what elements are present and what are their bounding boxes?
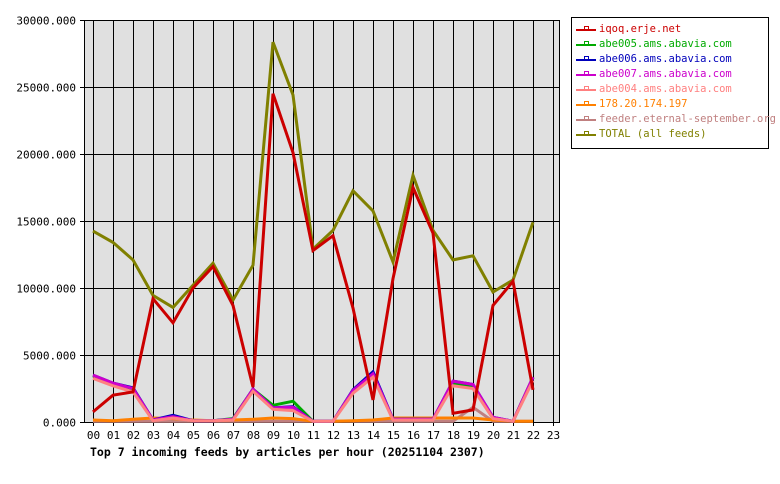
x-tick-label: 22 <box>527 429 540 442</box>
x-tick-label: 18 <box>447 429 460 442</box>
x-tick-label: 20 <box>487 429 500 442</box>
y-tick-label: 20000.000 <box>16 149 76 162</box>
x-tick-label: 08 <box>247 429 260 442</box>
legend-line-marker-icon <box>576 130 596 138</box>
x-tick-label: 00 <box>87 429 100 442</box>
y-tick-label: 10000.000 <box>16 283 76 296</box>
y-tick-label: 30000.000 <box>16 15 76 28</box>
legend-line-marker-icon <box>576 40 596 48</box>
legend-item: abe004.ams.abavia.com <box>576 81 768 96</box>
x-tick-label: 13 <box>347 429 360 442</box>
y-tick-label: 5000.000 <box>23 350 76 363</box>
legend-label: abe004.ams.abavia.com <box>599 82 732 95</box>
series-line <box>92 374 535 423</box>
legend-item: iqoq.erje.net <box>576 21 768 36</box>
x-tick-label: 21 <box>507 429 520 442</box>
chart-title: Top 7 incoming feeds by articles per hou… <box>90 445 485 459</box>
y-tick-label: 0.000 <box>43 417 76 430</box>
legend-item: TOTAL (all feeds) <box>576 126 768 141</box>
legend-label: 178.20.174.197 <box>599 97 688 110</box>
legend-item: feeder.eternal-september.org <box>576 111 776 126</box>
x-tick-label: 16 <box>407 429 420 442</box>
legend-line-marker-icon <box>576 25 596 33</box>
x-tick-label: 07 <box>227 429 240 442</box>
legend-label: TOTAL (all feeds) <box>599 127 707 140</box>
legend-label: iqoq.erje.net <box>599 22 682 35</box>
legend-label: feeder.eternal-september.org <box>599 112 777 125</box>
y-tick-label: 25000.000 <box>16 82 76 95</box>
x-tick-label: 14 <box>367 429 381 442</box>
legend-label: abe005.ams.abavia.com <box>599 37 732 50</box>
legend-item: 178.20.174.197 <box>576 96 768 111</box>
x-tick-label: 05 <box>187 429 200 442</box>
legend-line-marker-icon <box>576 100 596 108</box>
legend-item: abe007.ams.abavia.com <box>576 66 768 81</box>
x-tick-label: 23 <box>547 429 560 442</box>
x-tick-label: 06 <box>207 429 220 442</box>
legend-line-marker-icon <box>576 85 596 93</box>
x-tick-label: 09 <box>267 429 280 442</box>
legend-item: abe006.ams.abavia.com <box>576 51 768 66</box>
x-tick-label: 02 <box>127 429 140 442</box>
x-tick-label: 19 <box>467 429 480 442</box>
x-tick-label: 11 <box>307 429 320 442</box>
x-tick-label: 01 <box>107 429 120 442</box>
x-tick-label: 04 <box>167 429 181 442</box>
x-tick-label: 17 <box>427 429 440 442</box>
x-tick-label: 15 <box>387 429 400 442</box>
x-tick-label: 03 <box>147 429 160 442</box>
legend-line-marker-icon <box>576 115 596 123</box>
legend-item: abe005.ams.abavia.com <box>576 36 768 51</box>
y-tick-label: 15000.000 <box>16 216 76 229</box>
series-line <box>92 93 535 416</box>
legend-label: abe007.ams.abavia.com <box>599 67 732 80</box>
x-tick-label: 12 <box>327 429 340 442</box>
legend-label: abe006.ams.abavia.com <box>599 52 732 65</box>
chart-legend: iqoq.erje.net abe005.ams.abavia.com abe006… <box>571 17 776 149</box>
legend-line-marker-icon <box>576 70 596 78</box>
x-tick-label: 10 <box>287 429 300 442</box>
legend-line-marker-icon <box>576 55 596 63</box>
